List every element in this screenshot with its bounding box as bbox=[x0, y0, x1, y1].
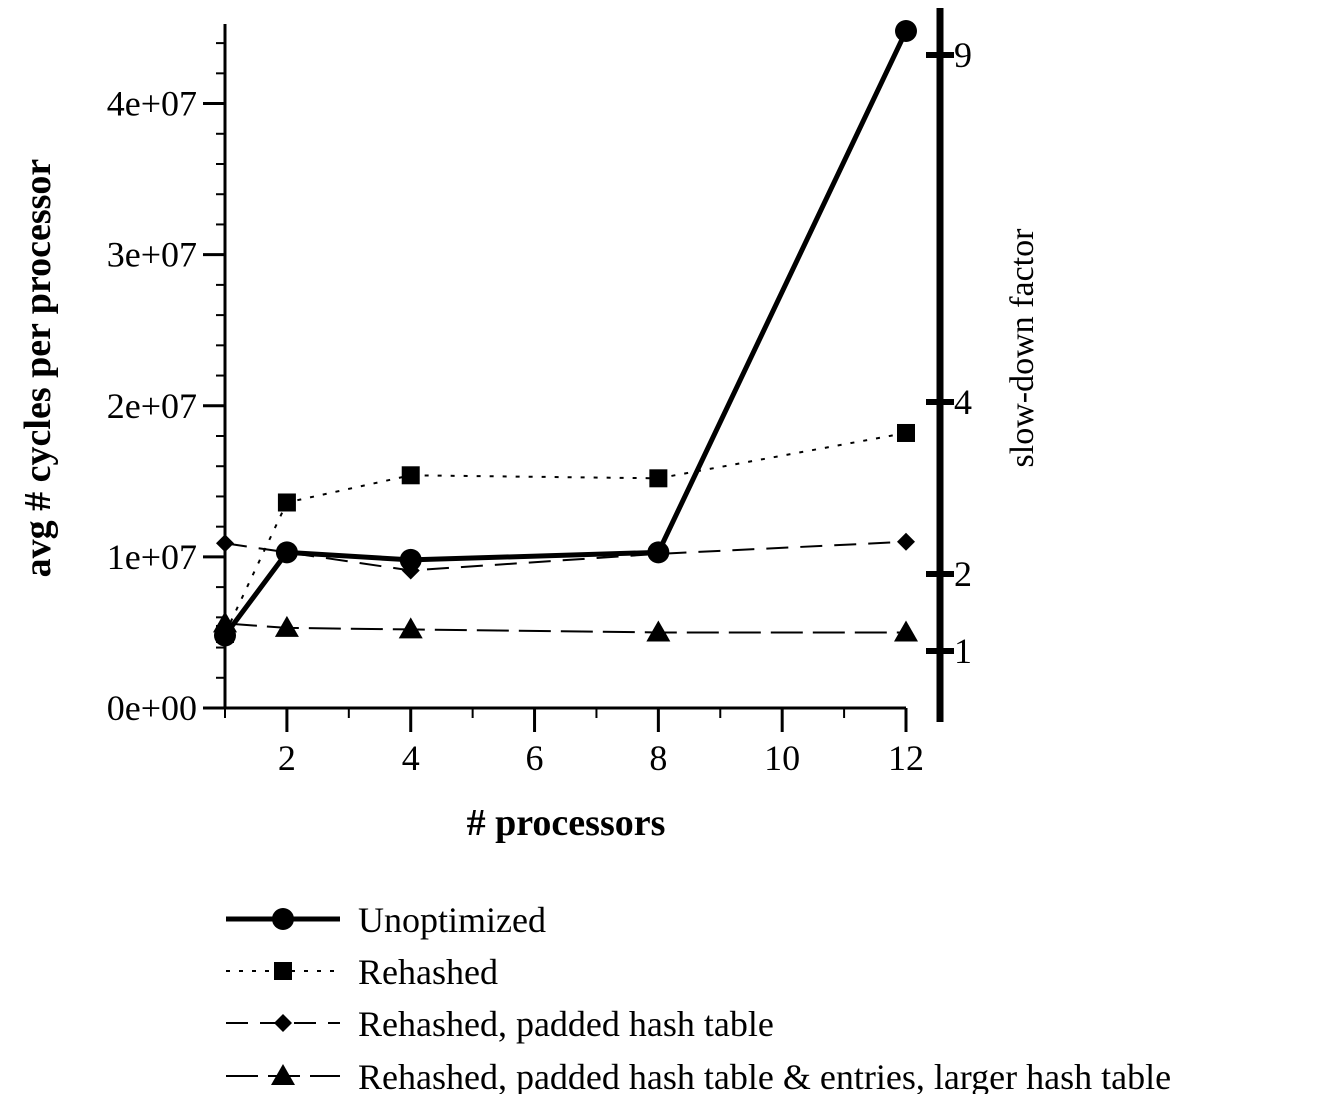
plot-series bbox=[213, 20, 918, 647]
diamond-marker bbox=[216, 534, 234, 553]
diamond-marker bbox=[649, 544, 668, 563]
square-marker bbox=[401, 466, 420, 485]
series-4 bbox=[213, 611, 918, 642]
legend-label: Rehashed, padded hash table & entries, l… bbox=[358, 1057, 1171, 1094]
series-line bbox=[222, 29, 909, 637]
square-marker bbox=[277, 493, 296, 512]
x-tick-label: 8 bbox=[649, 738, 667, 778]
square-marker bbox=[897, 423, 915, 442]
legend-label: Unoptimized bbox=[358, 900, 546, 940]
series-2 bbox=[216, 423, 915, 643]
diamond-marker bbox=[897, 532, 915, 551]
y-tick-label: 1e+07 bbox=[107, 537, 197, 577]
legend-item-3: Rehashed, padded hash table bbox=[226, 1004, 774, 1044]
triangle-marker bbox=[646, 620, 671, 642]
triangle-marker bbox=[213, 611, 237, 633]
legend-item-2: Rehashed bbox=[226, 952, 498, 992]
y2-tick-label: 2 bbox=[954, 554, 972, 594]
x-tick-label: 6 bbox=[526, 738, 544, 778]
series-3 bbox=[216, 532, 915, 580]
y-tick-label: 4e+07 bbox=[107, 84, 197, 124]
diamond-marker bbox=[401, 561, 420, 580]
series-1 bbox=[214, 20, 917, 647]
legend-item-1: Unoptimized bbox=[226, 900, 546, 940]
series-line bbox=[224, 431, 907, 635]
y-tick-label: 3e+07 bbox=[107, 235, 197, 275]
circle-marker bbox=[399, 548, 422, 571]
triangle-marker bbox=[894, 620, 918, 642]
y-tick-label: 2e+07 bbox=[107, 386, 197, 426]
y-tick-label: 0e+00 bbox=[107, 688, 197, 728]
y2-tick-label: 1 bbox=[954, 631, 972, 671]
y2-tick-label: 9 bbox=[954, 35, 972, 75]
x-axis: 2 4 6 8 10 12 bbox=[224, 706, 924, 778]
triangle-marker bbox=[274, 615, 299, 637]
y2-axis-title: slow-down factor bbox=[1004, 228, 1041, 468]
circle-marker bbox=[272, 908, 294, 930]
y-axis-title: avg # cycles per processor bbox=[17, 159, 59, 578]
square-marker bbox=[274, 962, 292, 980]
series-line bbox=[224, 622, 906, 634]
x-tick-label: 2 bbox=[278, 738, 296, 778]
right-y-axis: 1 2 4 9 bbox=[926, 8, 972, 722]
triangle-marker bbox=[271, 1064, 295, 1085]
legend: Unoptimized Rehashed Rehashed, padded hash… bbox=[226, 900, 1171, 1094]
x-tick-label: 12 bbox=[888, 738, 924, 778]
diamond-marker bbox=[274, 1014, 292, 1032]
triangle-marker bbox=[398, 617, 423, 639]
x-axis-title: # processors bbox=[467, 802, 666, 844]
x-tick-label: 10 bbox=[764, 738, 800, 778]
y2-tick-label: 4 bbox=[954, 382, 972, 422]
circle-marker bbox=[895, 20, 917, 43]
left-y-axis: 0e+00 1e+07 2e+07 3e+07 4e+07 bbox=[107, 24, 227, 728]
legend-label: Rehashed, padded hash table bbox=[358, 1004, 774, 1044]
legend-item-4: Rehashed, padded hash table & entries, l… bbox=[226, 1057, 1171, 1094]
legend-label: Rehashed bbox=[358, 952, 498, 992]
square-marker bbox=[649, 469, 668, 488]
diamond-marker bbox=[277, 543, 296, 562]
x-tick-label: 4 bbox=[402, 738, 420, 778]
